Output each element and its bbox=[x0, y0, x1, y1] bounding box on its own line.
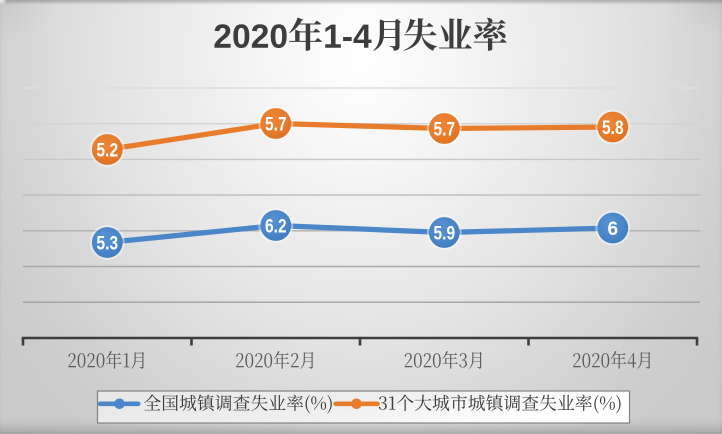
svg-text:6.2: 6.2 bbox=[265, 216, 287, 237]
svg-text:5.3: 5.3 bbox=[97, 233, 119, 254]
svg-text:5.7: 5.7 bbox=[265, 114, 287, 135]
svg-text:6: 6 bbox=[608, 219, 619, 240]
svg-text:5.9: 5.9 bbox=[434, 223, 456, 244]
svg-text:5.2: 5.2 bbox=[97, 140, 119, 161]
svg-text:5.7: 5.7 bbox=[434, 119, 456, 140]
svg-text:5.8: 5.8 bbox=[602, 118, 624, 139]
